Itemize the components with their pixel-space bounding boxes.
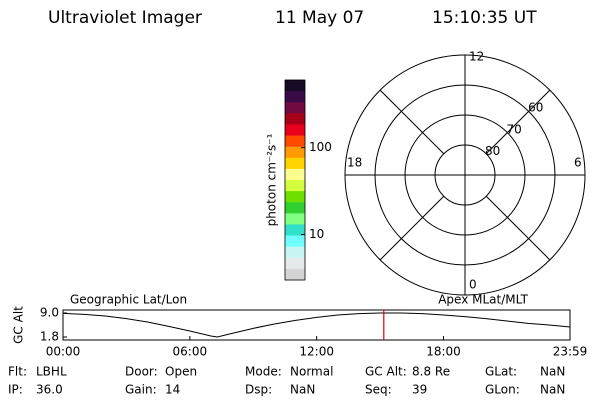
diagonal [485, 195, 551, 261]
colorbar-band [285, 168, 305, 181]
instrument-title: Ultraviolet Imager [48, 8, 202, 28]
colorbar-band [285, 191, 305, 203]
status-value: 39 [412, 383, 427, 397]
y-axis-label: GC Alt [12, 306, 26, 344]
colorbar-band [285, 135, 305, 148]
status-value: Open [165, 365, 197, 379]
hour-label: 12 [469, 50, 484, 64]
colorbar-band [285, 80, 305, 92]
status-value: LBHL [36, 365, 67, 379]
colorbar-band [285, 146, 305, 159]
diagonal [485, 89, 551, 155]
altitude-line [62, 312, 571, 338]
status-value: 14 [165, 383, 180, 397]
status-label: Door: [125, 365, 158, 379]
status-value: 36.0 [36, 383, 63, 397]
colorbar-tick-label: 10 [309, 227, 324, 241]
status-value: NaN [540, 365, 565, 379]
date: 11 May 07 [275, 8, 364, 28]
hour-label: 18 [347, 156, 362, 170]
colorbar-band [285, 157, 305, 170]
colorbar-band [285, 213, 305, 225]
x-tick-label: 23:59 [553, 345, 588, 359]
hour-label: 6 [574, 156, 582, 170]
status-label: GLat: [485, 365, 517, 379]
colorbar-band [285, 268, 305, 281]
status-label: Seq: [365, 383, 392, 397]
status-label: Mode: [245, 365, 282, 379]
status-value: NaN [540, 383, 565, 397]
diagonal [379, 89, 445, 155]
colorbar-band [285, 91, 305, 103]
plot-frame [62, 309, 571, 341]
status-value: Normal [290, 365, 333, 379]
plot-title-right: Apex MLat/MLT [438, 293, 528, 307]
colorbar-label: photon cm⁻²s⁻¹ [265, 133, 279, 226]
plot-title-left: Geographic Lat/Lon [70, 293, 187, 307]
hour-label: 0 [469, 278, 477, 292]
latitude-label: 70 [507, 122, 522, 136]
colorbar-band [285, 235, 305, 248]
status-label: GLon: [485, 383, 520, 397]
colorbar-band [285, 202, 305, 214]
status-label: Dsp: [245, 383, 272, 397]
x-tick-label: 18:00 [426, 345, 461, 359]
colorbar-tick-label: 100 [309, 140, 332, 154]
diagonal [379, 195, 445, 261]
status-label: GC Alt: [365, 365, 407, 379]
status-value: 8.8 Re [412, 365, 450, 379]
latitude-label: 60 [528, 101, 543, 115]
colorbar-band [285, 124, 305, 137]
status-value: NaN [290, 383, 315, 397]
x-tick-label: 12:00 [299, 345, 334, 359]
colorbar-band [285, 246, 305, 259]
x-tick-label: 00:00 [46, 345, 81, 359]
latitude-label: 80 [485, 144, 500, 158]
status-label: IP: [8, 383, 23, 397]
colorbar-band [285, 257, 305, 270]
colorbar-band [285, 224, 305, 237]
colorbar-band [285, 180, 305, 192]
colorbar-band [285, 113, 305, 125]
time: 15:10:35 UT [432, 8, 537, 28]
y-tick-label: 9.0 [40, 306, 59, 320]
status-label: Gain: [125, 383, 157, 397]
colorbar-band [285, 102, 305, 114]
colorbar-frame [284, 79, 306, 281]
x-tick-label: 06:00 [173, 345, 208, 359]
y-tick-label: 1.8 [40, 330, 59, 344]
status-label: Flt: [8, 365, 27, 379]
